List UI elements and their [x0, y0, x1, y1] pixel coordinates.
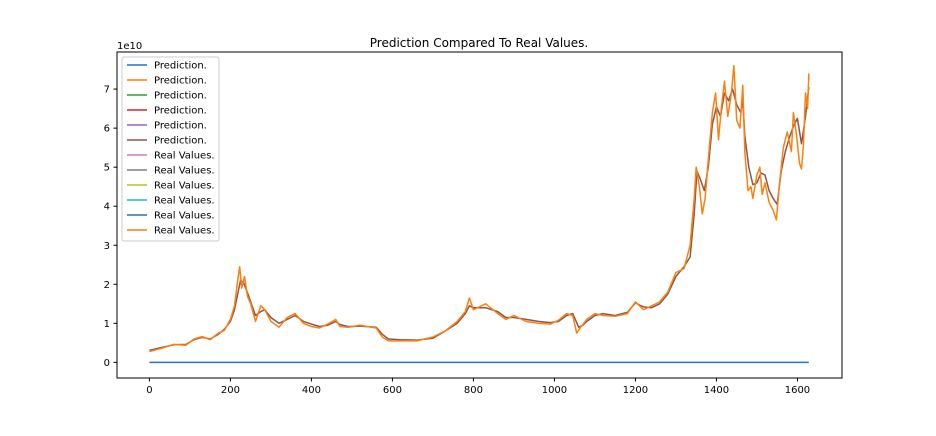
x-tick-label-2: 400	[302, 385, 321, 396]
x-tick-label-3: 600	[383, 385, 402, 396]
y-tick-label-4: 4	[104, 202, 110, 213]
legend-label-10: Real Values.	[154, 211, 215, 222]
series-layer	[149, 64, 810, 364]
x-tick-label-7: 1400	[704, 385, 729, 396]
legend-label-0: Prediction.	[154, 61, 207, 72]
y-offset-label: 1e10	[117, 41, 142, 52]
series-line-0	[149, 87, 810, 352]
x-tick-label-6: 1200	[623, 385, 648, 396]
series-line-1	[149, 64, 810, 353]
chart-title: Prediction Compared To Real Values.	[370, 36, 588, 50]
x-tick-label-1: 200	[221, 385, 240, 396]
x-tick-label-0: 0	[146, 385, 152, 396]
y-tick-label-1: 1	[104, 319, 110, 330]
axis-layer: 0 200 400 600 800 1000 1200 1400 1600 0 1 2 3 4 5 6 7	[104, 85, 811, 396]
legend-label-2: Prediction.	[154, 91, 207, 102]
x-tick-label-8: 1600	[785, 385, 810, 396]
legend-label-11: Real Values.	[154, 226, 215, 237]
legend-label-3: Prediction.	[154, 106, 207, 117]
legend: Prediction. Prediction. Prediction. Predict…	[121, 56, 220, 242]
y-tick-label-6: 6	[104, 124, 110, 135]
legend-label-1: Prediction.	[154, 76, 207, 87]
plot-frame	[116, 51, 843, 379]
x-tick-label-4: 800	[464, 385, 483, 396]
legend-box	[121, 56, 220, 242]
legend-label-7: Real Values.	[154, 166, 215, 177]
legend-label-9: Real Values.	[154, 196, 215, 207]
y-tick-label-3: 3	[104, 241, 110, 252]
y-tick-label-2: 2	[104, 280, 110, 291]
legend-label-6: Real Values.	[154, 151, 215, 162]
y-tick-label-0: 0	[104, 358, 110, 369]
y-tick-label-7: 7	[104, 85, 110, 96]
legend-label-5: Prediction.	[154, 136, 207, 147]
legend-label-4: Prediction.	[154, 121, 207, 132]
y-tick-label-5: 5	[104, 163, 110, 174]
x-tick-label-5: 1000	[542, 385, 567, 396]
legend-label-8: Real Values.	[154, 181, 215, 192]
